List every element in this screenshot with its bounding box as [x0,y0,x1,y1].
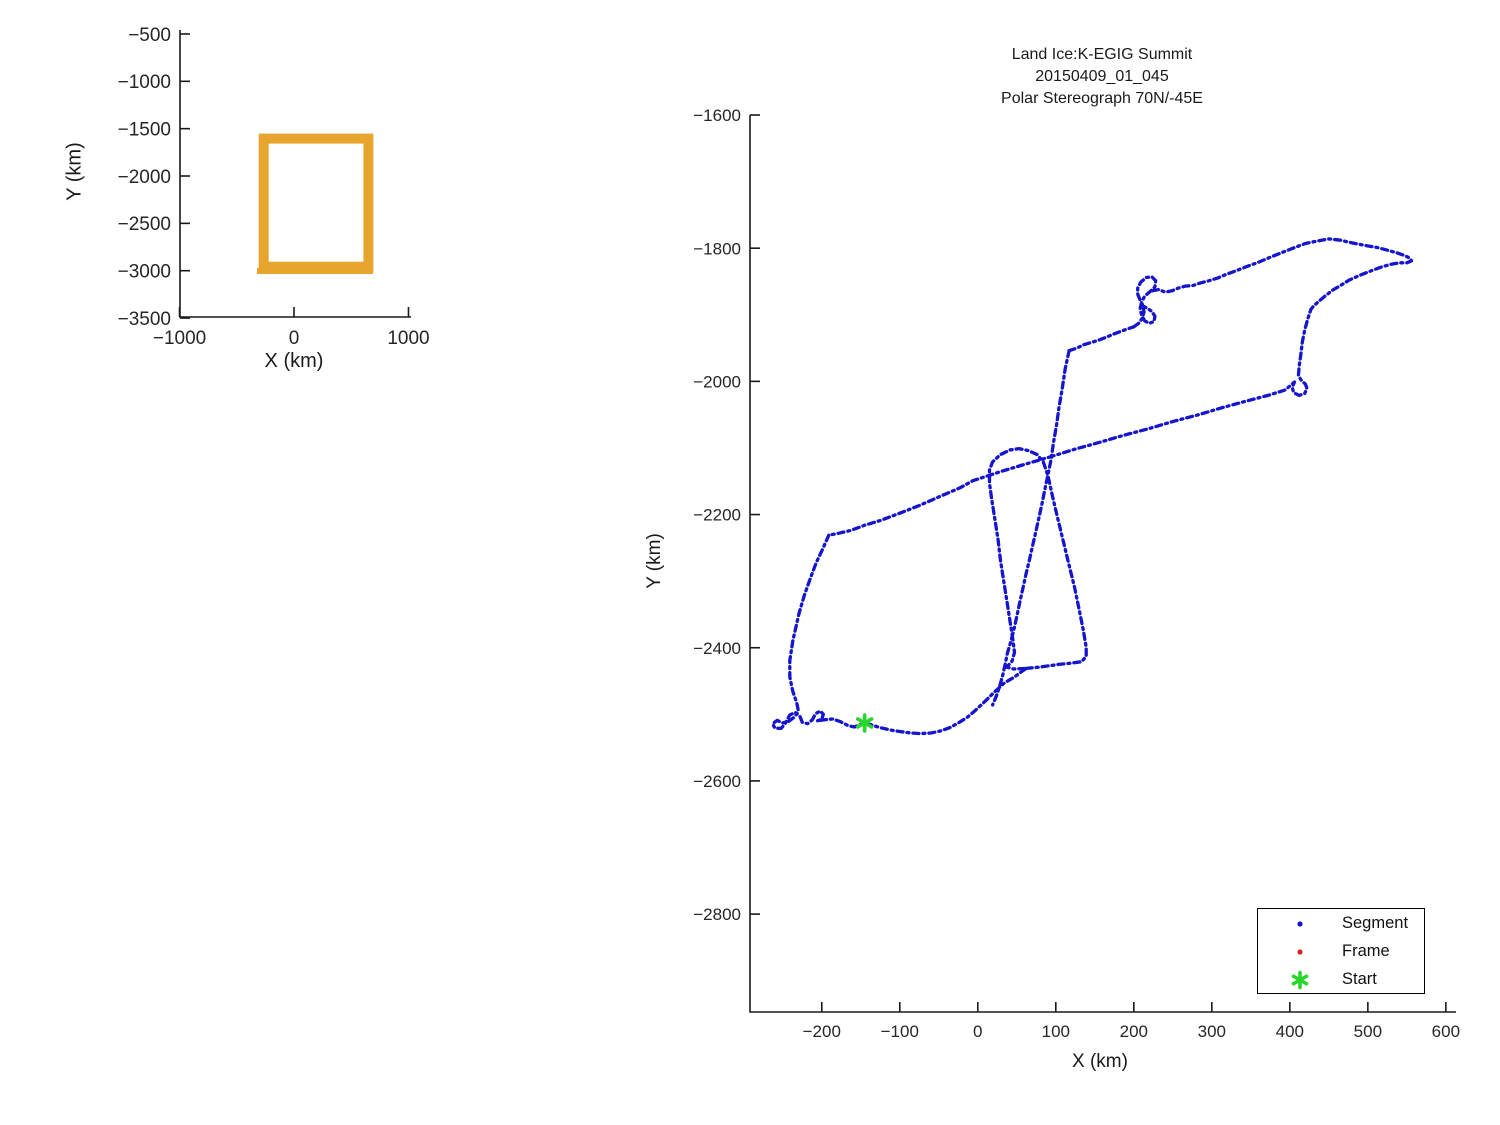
main-y-tick-label: −1800 [693,239,741,258]
inset-x-tick-label: 1000 [387,328,429,349]
inset-y-tick-label: −2500 [118,214,171,235]
main-y-tick-label: −2200 [693,506,741,525]
main-x-tick-label: 0 [973,1022,982,1041]
legend-item-start: Start [1258,968,1424,993]
main-x-tick-label: −200 [803,1022,841,1041]
title-line-1: Land Ice:K-EGIG Summit [1011,46,1193,63]
title-line-2: 20150409_01_045 [1035,68,1169,85]
flight-track-segment-0 [770,533,1028,736]
main-y-tick-label: −1600 [693,106,741,125]
main-axis-spines [749,115,1456,1013]
segment-dot-icon [1297,921,1303,927]
inset-y-tick-label: −3500 [118,309,171,330]
legend-label-frame: Frame [1342,942,1390,960]
main-x-tick-label: 400 [1276,1022,1304,1041]
legend-box: Segment Frame Start [1257,908,1425,994]
flight-track-segment-1 [987,446,1088,671]
main-x-tick-label: 300 [1198,1022,1226,1041]
title-line-3: Polar Stereograph 70N/-45E [1001,90,1203,107]
flight-track-segment-2 [990,349,1071,707]
frame-dot-icon [1297,949,1303,955]
main-x-tick-label: −100 [881,1022,919,1041]
legend-item-segment: Segment [1258,912,1424,937]
main-y-tick-label: −2400 [693,639,741,658]
inset-y-tick-label: −2000 [118,167,171,188]
inset-y-tick-label: −1500 [118,120,171,141]
main-y-tick-label: −2800 [693,905,741,924]
inset-y-axis-label: Y (km) [63,142,86,201]
legend-label-segment: Segment [1342,914,1409,932]
inset-y-tick-label: −500 [128,25,171,46]
main-y-tick-label: −2600 [693,772,741,791]
start-asterisk-icon [1291,970,1309,990]
flight-track-segment-5 [827,237,1414,537]
main-x-tick-label: 200 [1120,1022,1148,1041]
inset-y-tick-label: −3000 [118,262,171,283]
main-x-tick-label: 500 [1354,1022,1382,1041]
inset-x-tick-label: −1000 [153,328,206,349]
start-marker-center [861,719,869,727]
main-x-tick-label: 100 [1042,1022,1070,1041]
flight-track-segment-4 [1132,275,1158,329]
main-x-tick-label: 600 [1432,1022,1460,1041]
main-y-axis-label: Y (km) [644,533,665,589]
inset-x-axis-label: X (km) [264,350,324,372]
legend-label-start: Start [1342,970,1377,988]
main-y-tick-label: −2000 [693,372,741,391]
flight-track-segment-3 [1067,325,1136,353]
inset-y-tick-label: −1000 [118,72,171,93]
inset-flight-area-box [258,133,374,272]
main-x-axis-label: X (km) [1072,1051,1128,1072]
main-plot-title: Land Ice:K-EGIG Summit 20150409_01_045 P… [752,44,1452,110]
legend-item-frame: Frame [1258,940,1424,965]
inset-x-tick-label: 0 [289,328,300,349]
